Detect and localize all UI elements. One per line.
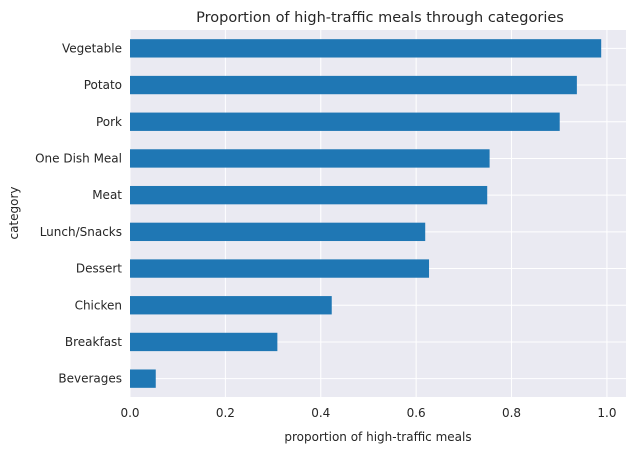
- y-tick-label: Dessert: [76, 262, 122, 276]
- y-tick-label: Beverages: [58, 372, 122, 386]
- x-tick-label: 0.2: [216, 406, 235, 420]
- bar: [130, 259, 430, 278]
- bar: [130, 149, 490, 168]
- x-axis-label: proportion of high-traffic meals: [284, 430, 471, 444]
- x-tick-labels: 0.0 0.2 0.4 0.6 0.8 1.0: [120, 406, 616, 420]
- bar: [130, 369, 156, 388]
- y-tick-label: Chicken: [75, 298, 122, 312]
- bar: [130, 296, 332, 315]
- y-axis-label: category: [7, 186, 21, 239]
- x-tick-label: 0.0: [120, 406, 139, 420]
- bar: [130, 222, 426, 242]
- y-tick-label: Potato: [84, 78, 122, 92]
- bar: [130, 112, 560, 131]
- bar: [130, 75, 577, 95]
- chart-title: Proportion of high-traffic meals through…: [196, 10, 564, 26]
- y-tick-label: Lunch/Snacks: [40, 225, 122, 239]
- bar: [130, 185, 488, 205]
- bar: [130, 39, 602, 58]
- x-tick-label: 0.8: [502, 406, 521, 420]
- y-tick-label: One Dish Meal: [35, 151, 122, 165]
- y-tick-label: Meat: [92, 188, 122, 202]
- x-tick-label: 0.6: [407, 406, 426, 420]
- x-tick-label: 1.0: [597, 406, 616, 420]
- bars: [130, 39, 602, 388]
- x-tick-label: 0.4: [311, 406, 330, 420]
- y-tick-label: Vegetable: [62, 41, 122, 55]
- y-tick-label: Pork: [96, 115, 122, 129]
- y-tick-label: Breakfast: [65, 335, 122, 349]
- y-tick-labels: Vegetable Potato Pork One Dish Meal Meat Lunc…: [35, 41, 122, 385]
- bar: [130, 332, 278, 352]
